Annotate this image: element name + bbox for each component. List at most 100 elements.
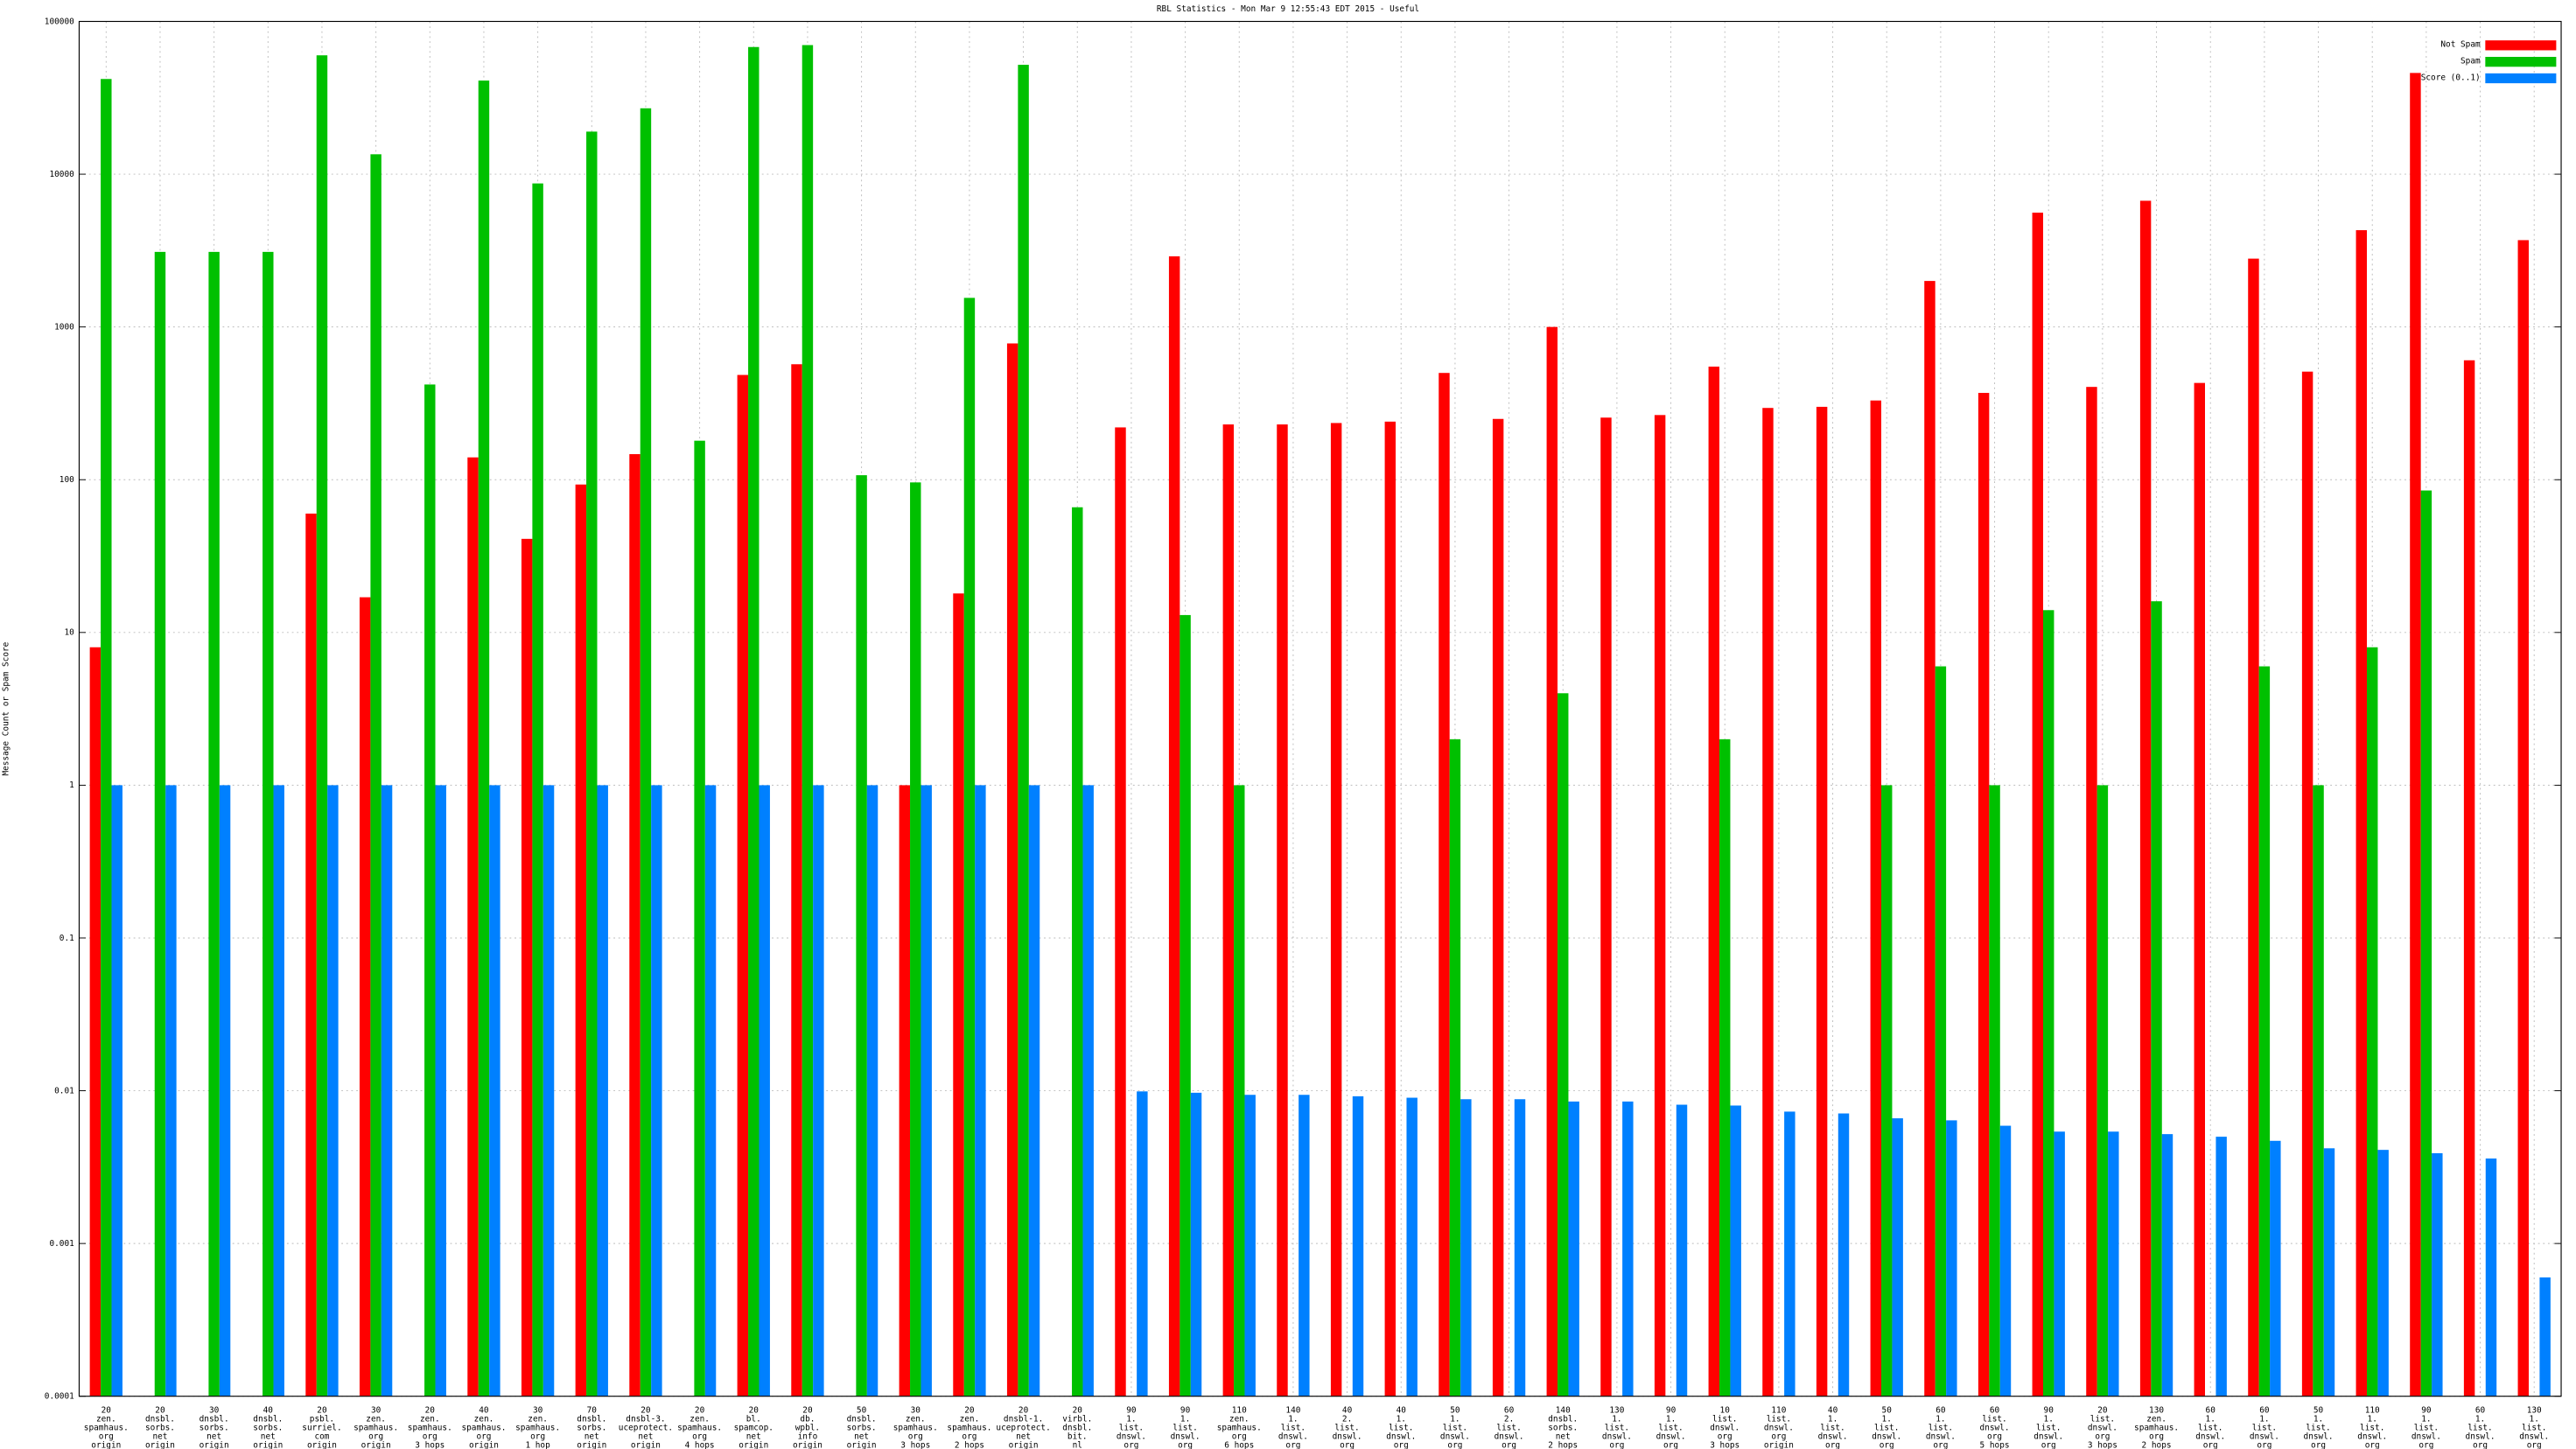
x-tick-label-line: org: [1987, 1432, 2002, 1442]
x-tick-label-line: dnswl.: [1116, 1432, 1146, 1442]
x-tick-label-line: org: [1718, 1432, 1732, 1442]
x-tick-label-line: spamhaus.: [515, 1424, 560, 1433]
x-tick-label-line: 1.: [1828, 1415, 1838, 1424]
x-tick-label-line: org: [1880, 1440, 1894, 1449]
x-tick-label-line: 50: [2314, 1406, 2324, 1416]
bar: [1676, 1104, 1688, 1396]
x-tick-label-line: spamhaus.: [1217, 1424, 1262, 1433]
x-tick-label-line: 6 hops: [1224, 1440, 1254, 1449]
x-tick-label-line: 130: [2149, 1406, 2164, 1416]
bar: [1935, 666, 1947, 1396]
x-tick-label-line: org: [692, 1432, 707, 1442]
x-tick-label: 130 zen. spamhaus. org 2 hops: [2134, 1406, 2179, 1449]
x-tick-label-line: 30: [533, 1406, 543, 1416]
x-tick-label-line: 1.: [1936, 1415, 1945, 1424]
x-tick-label-line: dnswl.: [1333, 1432, 1362, 1442]
x-tick-label-line: org: [2473, 1440, 2488, 1449]
x-tick-label-line: sorbs.: [847, 1424, 877, 1433]
x-tick-label-line: org: [2041, 1440, 2056, 1449]
x-tick-label-line: 1.: [2044, 1415, 2054, 1424]
x-tick-label-line: 3 hops: [1710, 1440, 1740, 1449]
x-tick-label-line: zen.: [528, 1415, 548, 1424]
x-tick-label-line: 130: [1609, 1406, 1624, 1416]
bar: [1892, 1118, 1903, 1396]
x-tick-label-line: list.: [2360, 1424, 2384, 1433]
x-tick-label-line: 1.: [2368, 1415, 2377, 1424]
x-tick-label-line: net: [854, 1432, 869, 1442]
bar: [1168, 256, 1180, 1396]
bar: [381, 785, 393, 1396]
chart-title: RBL Statistics - Mon Mar 9 12:55:43 EDT …: [1157, 4, 1419, 14]
x-tick-label-line: 50: [857, 1406, 867, 1416]
x-tick-label-line: 1.: [1612, 1415, 1621, 1424]
bar: [1298, 1095, 1310, 1396]
x-tick-label-line: zen.: [420, 1415, 440, 1424]
x-tick-label-line: 1.: [2475, 1415, 2485, 1424]
x-tick-label-line: net: [1556, 1432, 1571, 1442]
bar: [856, 475, 867, 1396]
bar: [802, 45, 814, 1396]
x-tick-label-line: list.: [1928, 1424, 1953, 1433]
x-tick-label-line: dnsbl.: [145, 1415, 175, 1424]
x-tick-label-line: spamhaus.: [84, 1424, 129, 1433]
x-tick-label-line: sorbs.: [200, 1424, 229, 1433]
x-tick-label-line: 20: [1018, 1406, 1029, 1416]
x-tick-label-line: org: [2311, 1440, 2326, 1449]
x-tick-label-line: org: [2365, 1440, 2380, 1449]
x-tick-label-line: 40: [1342, 1406, 1353, 1416]
bar: [963, 298, 976, 1396]
bar: [305, 513, 317, 1396]
x-tick-label-line: 50: [1450, 1406, 1460, 1416]
x-tick-label-line: net: [746, 1432, 761, 1442]
bar: [1384, 421, 1396, 1396]
x-tick-label: 70 dnsbl. sorbs. net origin: [577, 1406, 606, 1449]
x-tick-label-line: db.: [800, 1415, 815, 1424]
bar: [1072, 507, 1083, 1396]
bar: [1838, 1113, 1850, 1396]
y-tick-label: 10: [64, 628, 74, 638]
bar: [1762, 408, 1774, 1396]
x-tick-label-line: spamhaus.: [2134, 1424, 2179, 1433]
x-tick-label: 110 zen. spamhaus. org 6 hops: [1217, 1406, 1262, 1449]
bar: [273, 785, 284, 1396]
bar: [1784, 1111, 1796, 1396]
bar: [953, 593, 964, 1396]
x-tick-label-line: dnswl.: [1818, 1432, 1848, 1442]
x-tick-label: 30 zen. spamhaus. org 1 hop: [515, 1406, 560, 1449]
x-tick-label-line: 3 hops: [2088, 1440, 2118, 1449]
bar: [2539, 1277, 2551, 1396]
x-tick-label-line: org: [1447, 1440, 1462, 1449]
bar: [262, 251, 274, 1396]
bar: [327, 785, 339, 1396]
x-tick-label-line: uceprotect.: [996, 1424, 1050, 1433]
bar: [101, 79, 112, 1396]
x-tick-label-line: net: [206, 1432, 221, 1442]
x-tick-label: 30 zen. spamhaus. org 3 hops: [893, 1406, 938, 1449]
x-tick-label-line: origin: [577, 1440, 606, 1449]
x-tick-label-line: spamhaus.: [947, 1424, 991, 1433]
x-tick-label-line: 140: [1556, 1406, 1571, 1416]
x-tick-label-line: list.: [2252, 1424, 2277, 1433]
x-tick-label-line: dnsbl.: [1548, 1415, 1578, 1424]
x-tick-label-line: dnsbl.: [253, 1415, 283, 1424]
bar: [370, 154, 382, 1396]
x-tick-label-line: 140: [1285, 1406, 1300, 1416]
x-tick-label-line: 110: [1232, 1406, 1247, 1416]
x-tick-label-line: dnswl.: [1980, 1424, 2010, 1433]
bar: [2432, 1152, 2443, 1396]
bar: [2032, 213, 2044, 1396]
bar: [651, 785, 662, 1396]
bar: [1654, 415, 1666, 1396]
x-tick-label-line: 2.: [1504, 1415, 1514, 1424]
x-tick-label: 110 list. dnswl. org origin: [1764, 1406, 1794, 1449]
y-tick-label: 0.001: [49, 1239, 74, 1249]
x-tick-label-line: 4 hops: [685, 1440, 715, 1449]
